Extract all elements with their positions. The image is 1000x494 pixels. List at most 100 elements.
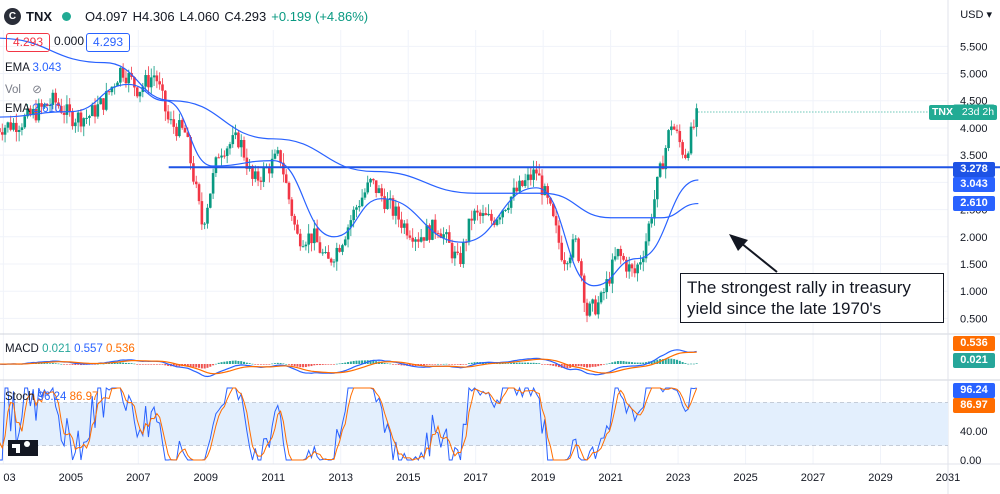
candle xyxy=(40,99,43,115)
macd-bar xyxy=(40,363,43,364)
candle xyxy=(656,176,659,208)
candle xyxy=(208,193,212,209)
candle xyxy=(462,238,465,268)
candle xyxy=(324,246,327,254)
candle xyxy=(574,235,578,243)
candle xyxy=(43,102,46,109)
macd-bar xyxy=(288,364,291,365)
macd-bar xyxy=(130,363,133,364)
annotation-arrow xyxy=(740,242,778,273)
tradingview-logo[interactable] xyxy=(8,440,38,456)
ema-fast-line xyxy=(0,83,699,287)
candle xyxy=(287,181,291,205)
volume-legend[interactable]: Vol ⊘ xyxy=(5,82,42,96)
macd-bar xyxy=(273,363,276,364)
macd-bar xyxy=(279,363,282,364)
candle xyxy=(613,247,617,262)
macd-bar xyxy=(237,360,240,364)
macd-label: MACD xyxy=(5,343,39,355)
candle xyxy=(149,68,153,94)
stoch-k-tag: 96.24 xyxy=(953,383,995,398)
candle xyxy=(414,236,417,251)
macd-bar xyxy=(259,364,262,365)
macd-bar xyxy=(161,364,164,365)
candle xyxy=(48,98,52,113)
macd-bar xyxy=(622,361,625,364)
candle xyxy=(363,188,367,200)
macd-bar xyxy=(625,361,628,364)
eye-off-icon[interactable]: ⊘ xyxy=(32,84,42,96)
macd-bar xyxy=(661,359,664,364)
ema-fast-legend[interactable]: EMA 3.043 xyxy=(5,62,61,74)
candle xyxy=(400,211,403,234)
macd-bar xyxy=(574,364,577,367)
candle xyxy=(31,105,35,119)
candle xyxy=(557,220,561,250)
macd-bar xyxy=(91,364,94,365)
macd-bar xyxy=(355,360,358,364)
macd-bar xyxy=(251,363,254,365)
candle xyxy=(189,135,192,170)
candle xyxy=(206,203,209,229)
candle xyxy=(585,298,589,323)
macd-bar xyxy=(507,363,510,364)
macd-bar xyxy=(445,363,448,365)
stoch-k-line xyxy=(0,386,697,461)
macd-bar xyxy=(338,363,341,365)
ask-box[interactable]: 4.293 xyxy=(86,33,131,52)
annotation-box[interactable]: The strongest rally in treasury yield si… xyxy=(680,273,944,323)
candle xyxy=(417,232,420,248)
macd-bar xyxy=(498,363,501,365)
candle xyxy=(133,76,136,97)
macd-bar xyxy=(54,363,57,364)
macd-bar xyxy=(102,363,105,365)
macd-legend[interactable]: MACD 0.021 0.557 0.536 xyxy=(5,343,135,355)
macd-bar xyxy=(324,364,327,365)
candle xyxy=(641,250,645,272)
candle xyxy=(391,195,395,220)
macd-bar xyxy=(214,363,217,365)
macd-bar xyxy=(591,364,594,367)
macd-bar xyxy=(108,363,111,364)
candle xyxy=(487,204,490,217)
macd-bar xyxy=(203,364,206,369)
stoch-tick-label: 40.00 xyxy=(960,426,988,438)
candle xyxy=(532,160,535,187)
macd-bar xyxy=(144,364,147,365)
macd-bar xyxy=(282,363,285,365)
candle xyxy=(664,145,668,179)
candle xyxy=(616,248,620,260)
low-value: L4.060 xyxy=(179,8,220,24)
candle xyxy=(594,295,597,316)
ema-slow-legend[interactable]: EMA 2.610 xyxy=(5,103,61,115)
symbol-name[interactable]: TNX xyxy=(26,8,52,24)
candle xyxy=(259,176,263,190)
candle xyxy=(313,220,316,251)
candle xyxy=(310,233,313,252)
macd-bar xyxy=(465,364,468,365)
x-tick-label: 2009 xyxy=(194,472,218,484)
candle xyxy=(419,228,423,243)
macd-bar xyxy=(285,363,288,365)
macd-bar xyxy=(400,364,403,366)
bid-box[interactable]: 4.293 xyxy=(6,33,51,52)
candle xyxy=(445,229,448,243)
candle xyxy=(568,254,572,268)
candle xyxy=(107,90,111,95)
macd-bar xyxy=(383,363,386,364)
candle xyxy=(17,125,21,142)
candle xyxy=(431,219,434,241)
macd-bar xyxy=(687,363,690,365)
candle xyxy=(535,160,538,181)
candle xyxy=(178,113,181,138)
macd-bar xyxy=(628,361,631,364)
macd-bar xyxy=(434,364,437,365)
macd-bar xyxy=(310,364,313,367)
candle xyxy=(76,109,80,132)
candle xyxy=(298,228,302,251)
currency-selector[interactable]: USD ▾ xyxy=(960,9,992,21)
stoch-legend[interactable]: Stoch 96.24 86.97 xyxy=(5,391,98,403)
macd-bar xyxy=(133,363,136,365)
